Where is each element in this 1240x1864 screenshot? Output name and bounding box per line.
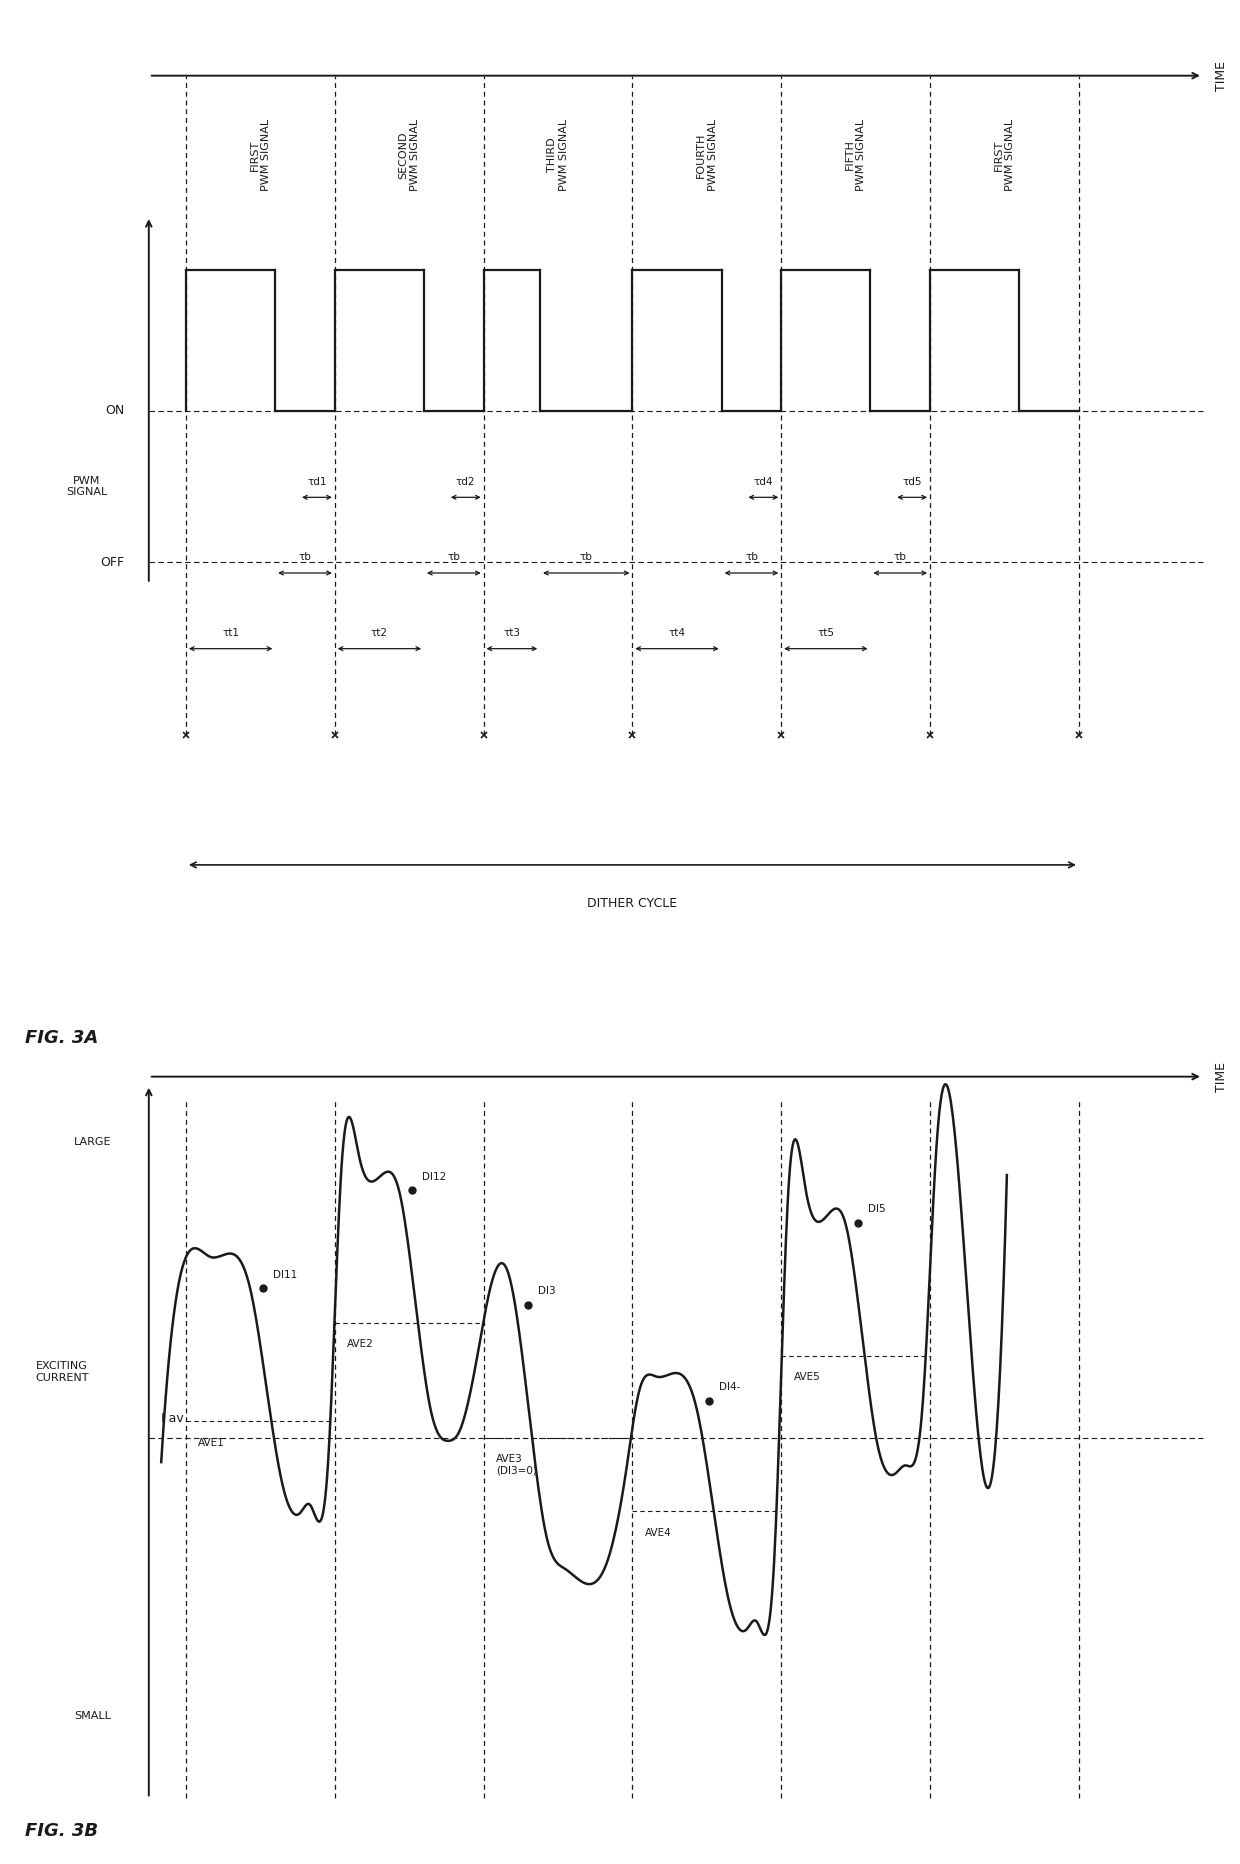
- Text: OFF: OFF: [100, 555, 124, 569]
- Text: DI5: DI5: [868, 1204, 885, 1215]
- Text: τd4: τd4: [754, 477, 773, 487]
- Text: τb: τb: [448, 552, 460, 563]
- Text: AVE5: AVE5: [794, 1372, 821, 1381]
- Text: τt4: τt4: [668, 628, 686, 637]
- Text: THIRD
PWM SIGNAL: THIRD PWM SIGNAL: [547, 119, 569, 190]
- Text: τd5: τd5: [903, 477, 921, 487]
- Text: AVE3
(DI3=0): AVE3 (DI3=0): [496, 1454, 537, 1476]
- Text: AVE4: AVE4: [645, 1528, 672, 1538]
- Text: τt3: τt3: [503, 628, 521, 637]
- Text: τt5: τt5: [817, 628, 835, 637]
- Text: FIG. 3B: FIG. 3B: [25, 1823, 98, 1840]
- Text: DI11: DI11: [273, 1269, 298, 1281]
- Text: FOURTH
PWM SIGNAL: FOURTH PWM SIGNAL: [696, 119, 718, 190]
- Text: τb: τb: [894, 552, 906, 563]
- Text: τd1: τd1: [308, 477, 326, 487]
- Text: ON: ON: [104, 404, 124, 418]
- Text: DI3: DI3: [538, 1286, 556, 1297]
- Text: DI4-: DI4-: [719, 1383, 740, 1392]
- Text: FIG. 3A: FIG. 3A: [25, 1029, 98, 1048]
- Text: τb: τb: [745, 552, 758, 563]
- Text: τb: τb: [299, 552, 311, 563]
- Text: SECOND
PWM SIGNAL: SECOND PWM SIGNAL: [398, 119, 420, 190]
- Text: FIRST
PWM SIGNAL: FIRST PWM SIGNAL: [993, 119, 1016, 190]
- Text: SMALL: SMALL: [74, 1711, 112, 1720]
- Text: FIFTH
PWM SIGNAL: FIFTH PWM SIGNAL: [844, 119, 867, 190]
- Text: LARGE: LARGE: [74, 1137, 112, 1146]
- Text: DITHER CYCLE: DITHER CYCLE: [588, 897, 677, 910]
- Text: DI12: DI12: [422, 1172, 446, 1182]
- Text: PWM
SIGNAL: PWM SIGNAL: [66, 475, 108, 498]
- Text: AVE1: AVE1: [198, 1437, 226, 1448]
- Text: τt1: τt1: [222, 628, 239, 637]
- Text: AVE2: AVE2: [347, 1338, 374, 1350]
- Text: τb: τb: [580, 552, 593, 563]
- Text: τt2: τt2: [371, 628, 388, 637]
- Text: τd2: τd2: [456, 477, 475, 487]
- Text: FIRST
PWM SIGNAL: FIRST PWM SIGNAL: [249, 119, 272, 190]
- Text: TIME: TIME: [1215, 1062, 1228, 1092]
- Text: TIME: TIME: [1215, 62, 1228, 91]
- Text: I av: I av: [161, 1413, 184, 1426]
- Text: EXCITING
CURRENT: EXCITING CURRENT: [35, 1361, 89, 1383]
